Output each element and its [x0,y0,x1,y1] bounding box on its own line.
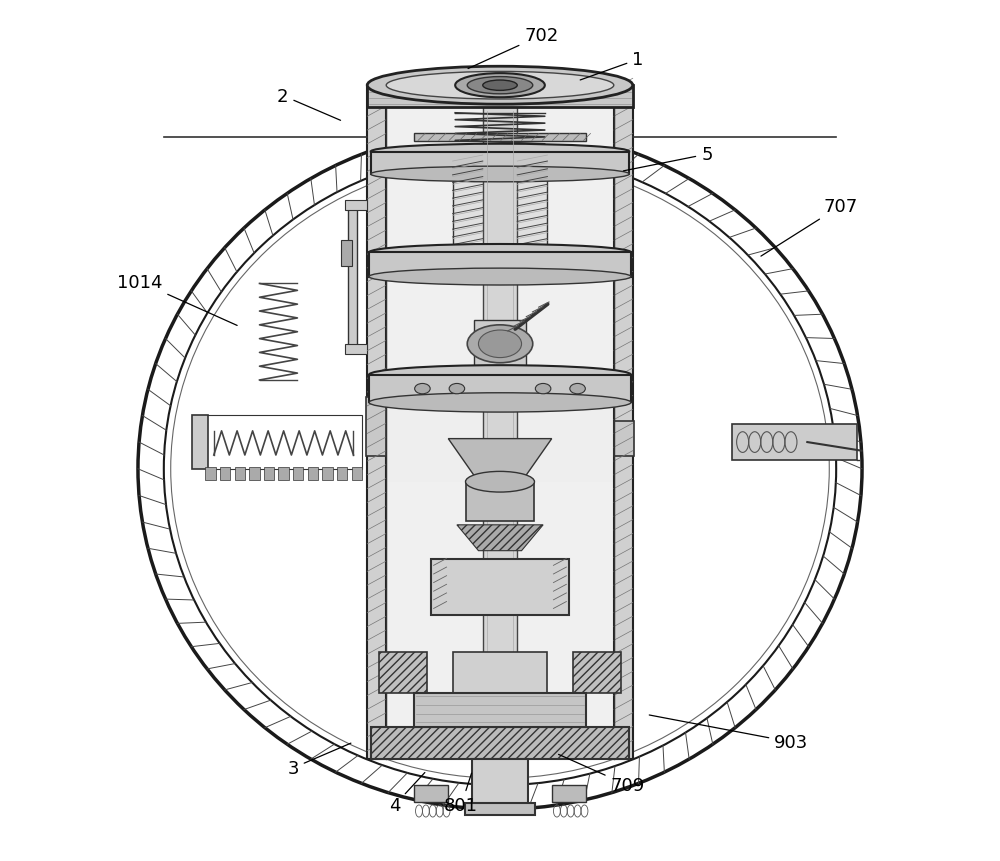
Bar [205,416,362,469]
Ellipse shape [367,67,633,105]
Ellipse shape [369,393,631,412]
Bar [414,133,586,142]
Bar [614,422,634,456]
Text: 1014: 1014 [117,274,237,326]
Bar [465,803,535,815]
Text: 903: 903 [649,715,808,751]
Text: 4: 4 [389,772,425,814]
Bar [453,165,547,258]
Bar [466,482,534,521]
Bar [732,424,857,461]
Ellipse shape [369,269,631,286]
Bar [386,396,614,482]
Ellipse shape [467,325,533,363]
Ellipse shape [570,384,585,394]
Text: 2: 2 [277,88,341,121]
Polygon shape [205,468,216,480]
Polygon shape [293,468,303,480]
Bar [367,86,386,759]
Text: 5: 5 [623,146,713,171]
Ellipse shape [478,331,522,358]
Polygon shape [220,468,230,480]
Bar [369,375,631,403]
Bar [472,759,528,807]
Bar [474,320,526,369]
Bar [371,152,629,175]
Ellipse shape [386,72,614,100]
Ellipse shape [467,77,533,95]
Bar [614,86,633,759]
Polygon shape [371,727,629,759]
Ellipse shape [371,167,629,183]
Polygon shape [448,439,552,482]
Bar [345,344,367,355]
Ellipse shape [371,145,629,160]
Bar [348,202,357,353]
Ellipse shape [535,384,551,394]
Bar [345,201,367,211]
Polygon shape [337,468,347,480]
Ellipse shape [369,366,631,385]
Bar [192,416,208,469]
Polygon shape [457,525,543,551]
Polygon shape [278,468,289,480]
Polygon shape [573,652,621,693]
Polygon shape [264,468,274,480]
Polygon shape [249,468,260,480]
Bar [453,652,547,693]
Text: 702: 702 [468,28,559,70]
Text: 709: 709 [559,754,645,794]
Ellipse shape [415,384,430,394]
Ellipse shape [164,153,836,785]
Bar [483,95,517,751]
Ellipse shape [138,129,862,809]
Bar [414,693,586,728]
Bar [431,560,569,616]
Text: 707: 707 [761,198,858,257]
Bar [386,86,614,759]
Text: 1: 1 [580,52,644,81]
Ellipse shape [449,384,465,394]
Polygon shape [308,468,318,480]
Bar [369,253,631,277]
Polygon shape [322,468,333,480]
Bar [366,398,386,456]
Bar [367,86,633,108]
Ellipse shape [466,472,534,492]
Polygon shape [379,652,427,693]
Ellipse shape [369,245,631,262]
Ellipse shape [483,81,517,91]
Polygon shape [352,468,362,480]
Bar [414,785,448,802]
Text: 3: 3 [287,743,351,777]
Bar [552,785,586,802]
Polygon shape [235,468,245,480]
Bar [341,241,352,267]
Text: 801: 801 [444,773,478,814]
Ellipse shape [455,74,545,98]
